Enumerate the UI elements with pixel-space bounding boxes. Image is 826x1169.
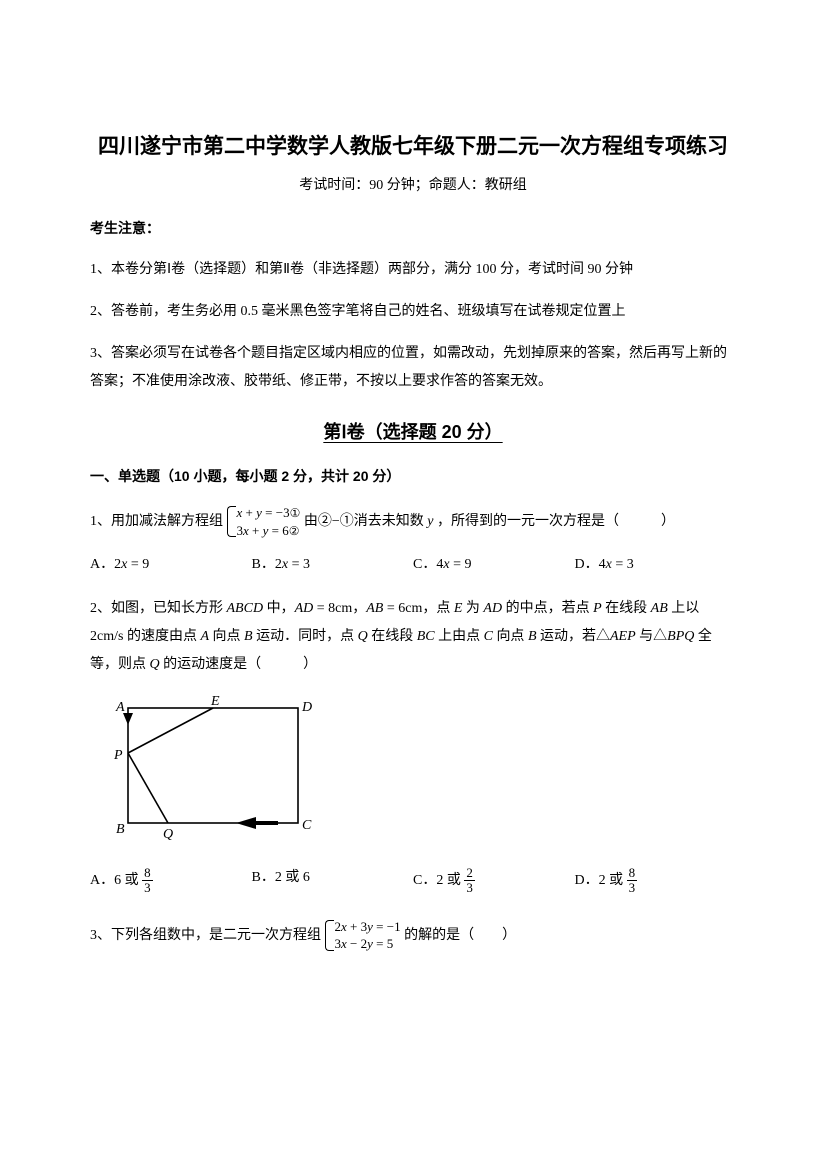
- exam-subtitle: 考试时间：90 分钟；命题人：教研组: [90, 174, 736, 194]
- q1-opt-a: A．2x = 9: [90, 553, 252, 573]
- svg-text:P: P: [113, 748, 123, 763]
- q2-opt-d: D．2 或 8 3: [575, 866, 737, 896]
- svg-text:E: E: [210, 694, 220, 709]
- q3-system: 2x + 3y = −1 3x − 2y = 5: [325, 918, 401, 953]
- q1-eq1: x + y = −3①: [237, 504, 301, 522]
- svg-text:Q: Q: [163, 827, 173, 842]
- instruction-1: 1、本卷分第Ⅰ卷（选择题）和第Ⅱ卷（非选择题）两部分，满分 100 分，考试时间…: [90, 256, 736, 284]
- q1-opt-d: D．4x = 3: [575, 553, 737, 573]
- q2-d-den: 3: [627, 881, 638, 895]
- q1-opt-c: C．4x = 9: [413, 553, 575, 573]
- q2-a-pre: A．6 或: [90, 873, 139, 888]
- question-3: 3、下列各组数中，是二元一次方程组 2x + 3y = −1 3x − 2y =…: [90, 918, 736, 953]
- notice-label: 考生注意：: [90, 218, 736, 238]
- q2-c-frac: 2 3: [464, 866, 475, 896]
- instruction-3: 3、答案必须写在试卷各个题目指定区域内相应的位置，如需改动，先划掉原来的答案，然…: [90, 340, 736, 396]
- q3-suffix: 的解的是（ ）: [404, 927, 516, 942]
- q2-a-den: 3: [142, 881, 153, 895]
- q2-diagram: A E D P B Q C: [108, 693, 736, 848]
- svg-text:A: A: [115, 700, 125, 715]
- q1-options: A．2x = 9 B．2x = 3 C．4x = 9 D．4x = 3: [90, 553, 736, 573]
- q1-suffix: 由②−①消去未知数 y ，所得到的一元一次方程是（ ）: [304, 514, 675, 529]
- q3-eq1: 2x + 3y = −1: [335, 918, 401, 936]
- q1-opt-b: B．2x = 3: [252, 553, 414, 573]
- svg-text:D: D: [301, 700, 312, 715]
- q2-opt-a: A．6 或 8 3: [90, 866, 252, 896]
- q2-d-frac: 8 3: [627, 866, 638, 896]
- page-title: 四川遂宁市第二中学数学人教版七年级下册二元一次方程组专项练习: [90, 130, 736, 160]
- q2-c-num: 2: [464, 866, 475, 881]
- question-2: 2、如图，已知长方形 ABCD 中，AD = 8cm，AB = 6cm，点 E …: [90, 595, 736, 679]
- q1-prefix: 1、用加减法解方程组: [90, 514, 223, 529]
- svg-text:B: B: [116, 822, 125, 837]
- exam-page: 四川遂宁市第二中学数学人教版七年级下册二元一次方程组专项练习 考试时间：90 分…: [0, 0, 826, 1169]
- q2-opt-c: C．2 或 2 3: [413, 866, 575, 896]
- q2-c-den: 3: [464, 881, 475, 895]
- q2-options: A．6 或 8 3 B．2 或 6 C．2 或 2 3 D．2 或 8 3: [90, 866, 736, 896]
- svg-text:C: C: [302, 818, 312, 833]
- rectangle-diagram: A E D P B Q C: [108, 693, 313, 848]
- question-1: 1、用加减法解方程组 x + y = −3① 3x + y = 6② 由②−①消…: [90, 504, 736, 539]
- q2-a-num: 8: [142, 866, 153, 881]
- section-1-header: 第Ⅰ卷（选择题 20 分）: [90, 418, 736, 444]
- q2-d-pre: D．2 或: [575, 873, 624, 888]
- q1-system: x + y = −3① 3x + y = 6②: [227, 504, 301, 539]
- part-1-header: 一、单选题（10 小题，每小题 2 分，共计 20 分）: [90, 466, 736, 486]
- q2-d-num: 8: [627, 866, 638, 881]
- q1-eq2: 3x + y = 6②: [237, 522, 301, 540]
- q3-prefix: 3、下列各组数中，是二元一次方程组: [90, 927, 321, 942]
- q2-c-pre: C．2 或: [413, 873, 461, 888]
- q2-a-frac: 8 3: [142, 866, 153, 896]
- q3-eq2: 3x − 2y = 5: [335, 935, 401, 953]
- instruction-2: 2、答卷前，考生务必用 0.5 毫米黑色签字笔将自己的姓名、班级填写在试卷规定位…: [90, 298, 736, 326]
- q2-opt-b: B．2 或 6: [252, 866, 414, 896]
